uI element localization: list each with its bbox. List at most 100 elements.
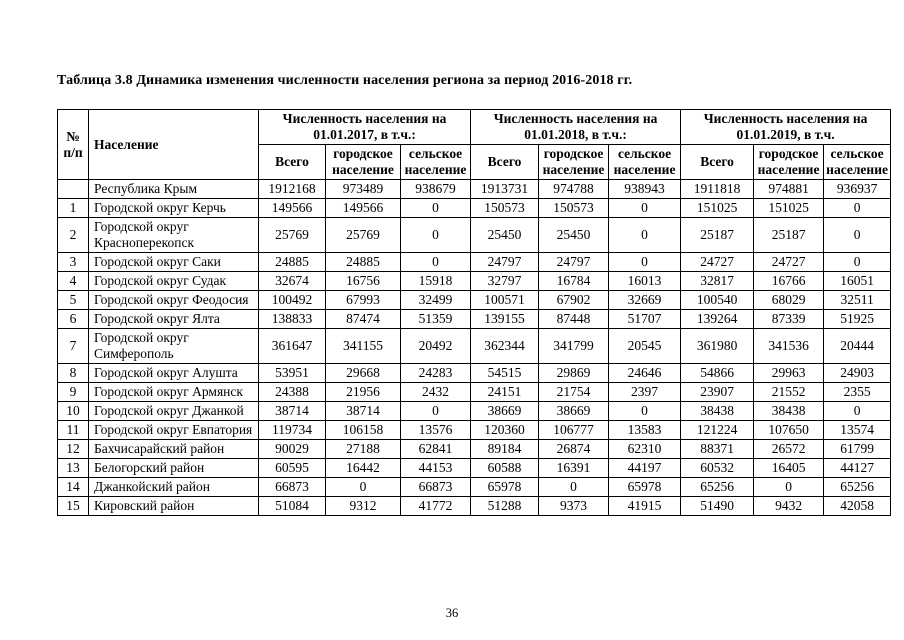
value-cell: 361647 (258, 328, 326, 364)
value-cell: 0 (608, 198, 682, 218)
col-header-total-2018: Всего (470, 144, 540, 180)
value-cell: 139264 (680, 309, 755, 329)
col-header-rural-2019: сельское население (823, 144, 892, 180)
value-cell: 0 (823, 401, 892, 421)
value-cell: 0 (538, 477, 610, 497)
value-cell: 1912168 (258, 179, 326, 199)
territory-name-cell: Городской округ Керчь (88, 198, 259, 218)
value-cell: 16784 (538, 271, 610, 291)
value-cell: 2432 (399, 382, 472, 402)
value-cell: 100492 (258, 290, 326, 310)
territory-name-cell: Бахчисарайский район (88, 439, 259, 459)
value-cell: 24727 (680, 252, 755, 272)
value-cell: 41915 (608, 496, 682, 516)
value-cell: 32511 (823, 290, 892, 310)
row-index-cell: 15 (57, 496, 89, 516)
row-index-cell: 3 (57, 252, 89, 272)
value-cell: 26572 (753, 439, 825, 459)
value-cell: 61799 (823, 439, 892, 459)
value-cell: 151025 (753, 198, 825, 218)
row-index-cell: 5 (57, 290, 89, 310)
value-cell: 24885 (325, 252, 401, 272)
value-cell: 27188 (325, 439, 401, 459)
value-cell: 90029 (258, 439, 326, 459)
value-cell: 65256 (823, 477, 892, 497)
page-content: Таблица 3.8 Динамика изменения численнос… (57, 73, 892, 516)
value-cell: 100571 (470, 290, 540, 310)
value-cell: 0 (823, 198, 892, 218)
value-cell: 16391 (538, 458, 610, 478)
value-cell: 25450 (470, 217, 540, 253)
value-cell: 15918 (399, 271, 472, 291)
value-cell: 973489 (325, 179, 401, 199)
col-header-urban-2019: городское население (753, 144, 825, 180)
row-index-cell: 14 (57, 477, 89, 497)
value-cell: 0 (608, 401, 682, 421)
value-cell: 0 (325, 477, 401, 497)
territory-name-cell: Городской округ Алушта (88, 363, 259, 383)
value-cell: 106777 (538, 420, 610, 440)
row-index-cell: 13 (57, 458, 89, 478)
table-row: 8 Городской округ Алушта 53951 29668 24283 54… (57, 363, 892, 383)
value-cell: 24388 (258, 382, 326, 402)
table-body: Республика Крым 1912168 973489 938679 191373… (57, 179, 892, 516)
table-row: 15 Кировский район 51084 9312 41772 51288 9373… (57, 496, 892, 516)
header-sub-row: Всего городское население сельское насел… (58, 144, 892, 180)
col-group-2018: Численность населения на 01.01.2018, в т… (470, 109, 682, 145)
table-row: 7 Городской округ Симферополь 361647 341155… (57, 328, 892, 364)
value-cell: 938943 (608, 179, 682, 199)
row-index-cell (57, 179, 89, 199)
value-cell: 974788 (538, 179, 610, 199)
value-cell: 51288 (470, 496, 540, 516)
row-index-cell: 12 (57, 439, 89, 459)
value-cell: 24797 (538, 252, 610, 272)
value-cell: 138833 (258, 309, 326, 329)
value-cell: 51925 (823, 309, 892, 329)
territory-name-cell: Городской округ Ялта (88, 309, 259, 329)
value-cell: 88371 (680, 439, 755, 459)
territory-name-cell: Республика Крым (88, 179, 259, 199)
row-index-cell: 7 (57, 328, 89, 364)
table-row: 5 Городской округ Феодосия 100492 67993 3249… (57, 290, 892, 310)
territory-name-cell: Белогорский район (88, 458, 259, 478)
value-cell: 62841 (399, 439, 472, 459)
value-cell: 0 (399, 252, 472, 272)
value-cell: 25187 (753, 217, 825, 253)
value-cell: 38714 (258, 401, 326, 421)
value-cell: 16766 (753, 271, 825, 291)
value-cell: 38438 (680, 401, 755, 421)
value-cell: 25450 (538, 217, 610, 253)
value-cell: 9373 (538, 496, 610, 516)
value-cell: 106158 (325, 420, 401, 440)
value-cell: 0 (399, 401, 472, 421)
col-header-total-2017: Всего (258, 144, 326, 180)
value-cell: 2355 (823, 382, 892, 402)
value-cell: 149566 (258, 198, 326, 218)
table-caption: Таблица 3.8 Динамика изменения численнос… (57, 73, 633, 88)
value-cell: 65256 (680, 477, 755, 497)
value-cell: 51490 (680, 496, 755, 516)
value-cell: 0 (823, 217, 892, 253)
value-cell: 0 (608, 252, 682, 272)
value-cell: 24283 (399, 363, 472, 383)
value-cell: 51359 (399, 309, 472, 329)
value-cell: 20444 (823, 328, 892, 364)
value-cell: 150573 (538, 198, 610, 218)
value-cell: 54866 (680, 363, 755, 383)
value-cell: 65978 (608, 477, 682, 497)
col-header-total-2019: Всего (680, 144, 755, 180)
value-cell: 24797 (470, 252, 540, 272)
territory-name-cell: Городской округ Красноперекопск (88, 217, 259, 253)
table-row: 3 Городской округ Саки 24885 24885 0 24797 247… (57, 252, 892, 272)
value-cell: 1911818 (680, 179, 755, 199)
value-cell: 66873 (258, 477, 326, 497)
value-cell: 60532 (680, 458, 755, 478)
value-cell: 16442 (325, 458, 401, 478)
value-cell: 44197 (608, 458, 682, 478)
value-cell: 54515 (470, 363, 540, 383)
value-cell: 9432 (753, 496, 825, 516)
value-cell: 51707 (608, 309, 682, 329)
table-row: 13 Белогорский район 60595 16442 44153 60588 1… (57, 458, 892, 478)
table-row: 14 Джанкойский район 66873 0 66873 65978 0 6597… (57, 477, 892, 497)
value-cell: 13576 (399, 420, 472, 440)
